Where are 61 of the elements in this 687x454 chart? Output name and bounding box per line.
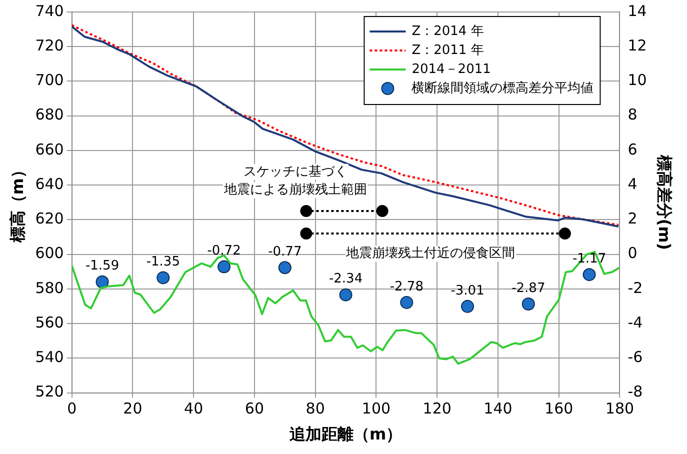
y-tick-label: 520 xyxy=(35,382,64,401)
data-label: -3.01 xyxy=(450,283,484,298)
annotation: 地震による崩壊残土範囲 xyxy=(222,182,367,198)
x-tick-label: 60 xyxy=(244,400,264,418)
y-tick-label: 720 xyxy=(35,36,64,55)
legend-label: 横断線間領域の標高差分平均値 xyxy=(412,80,594,96)
y2-tick-label: -4 xyxy=(628,313,643,332)
x-tick-label: 100 xyxy=(362,400,391,418)
y-tick-label: 740 xyxy=(35,2,64,20)
data-label: -1.35 xyxy=(146,254,180,270)
x-tick-label: 40 xyxy=(184,400,204,418)
y-axis-title: 標高（m） xyxy=(8,162,27,244)
y-tick-label: 620 xyxy=(35,210,64,228)
y2-tick-label: -8 xyxy=(628,382,643,401)
point xyxy=(400,296,414,309)
annotation: 地震崩壊残土付近の侵食区間 xyxy=(345,246,516,262)
y-tick-label: 700 xyxy=(35,71,64,90)
x-tick-label: 120 xyxy=(422,400,452,418)
point xyxy=(96,275,109,288)
y2-axis-title: 標高差分(m) xyxy=(655,154,674,250)
y2-tick-label: 14 xyxy=(628,2,647,20)
data-label: -2.87 xyxy=(512,280,546,296)
y-tick-label: 680 xyxy=(35,106,64,124)
point xyxy=(339,288,352,302)
y-tick-label: 660 xyxy=(35,140,64,158)
y-tick-label: 600 xyxy=(35,244,64,262)
data-label: -0.72 xyxy=(207,244,241,259)
y2-tick-label: 6 xyxy=(628,140,638,158)
annotation: スケッチに基づく xyxy=(243,164,348,180)
point xyxy=(156,271,170,284)
data-label: -2.34 xyxy=(328,272,363,287)
x-axis-title: 追加距離（m） xyxy=(288,424,402,444)
data-label: -1.59 xyxy=(85,258,120,274)
x-tick-label: 160 xyxy=(544,400,574,418)
legend-label: Z：2014 年 xyxy=(412,24,484,39)
y-tick-label: 640 xyxy=(35,174,64,193)
legend-label: 2014－2011 xyxy=(412,62,491,77)
y2-tick-label: 4 xyxy=(628,174,638,193)
point xyxy=(461,300,474,313)
y2-tick-label: 8 xyxy=(628,106,638,124)
y2-tick-label: -6 xyxy=(628,348,643,366)
y2-tick-label: 12 xyxy=(628,36,647,55)
x-tick-label: 0 xyxy=(67,400,77,418)
legend-label: Z：2011 年 xyxy=(412,42,484,58)
y2-tick-label: 0 xyxy=(628,244,638,262)
point xyxy=(582,268,596,282)
y2-tick-label: -2 xyxy=(628,278,643,297)
x-tick-label: 180 xyxy=(605,400,634,418)
y2-tick-label: 10 xyxy=(628,71,647,90)
x-tick-label: 80 xyxy=(306,400,325,418)
point xyxy=(218,260,231,274)
point xyxy=(278,261,292,274)
x-tick-label: 20 xyxy=(123,400,142,418)
point xyxy=(522,298,535,311)
data-label: -2.78 xyxy=(390,279,424,294)
data-label: -0.77 xyxy=(268,244,302,260)
y-tick-label: 540 xyxy=(35,348,64,366)
y2-tick-label: 2 xyxy=(628,210,638,228)
y-tick-label: 560 xyxy=(35,313,64,332)
x-tick-label: 140 xyxy=(484,400,512,418)
y-tick-label: 580 xyxy=(35,278,64,297)
